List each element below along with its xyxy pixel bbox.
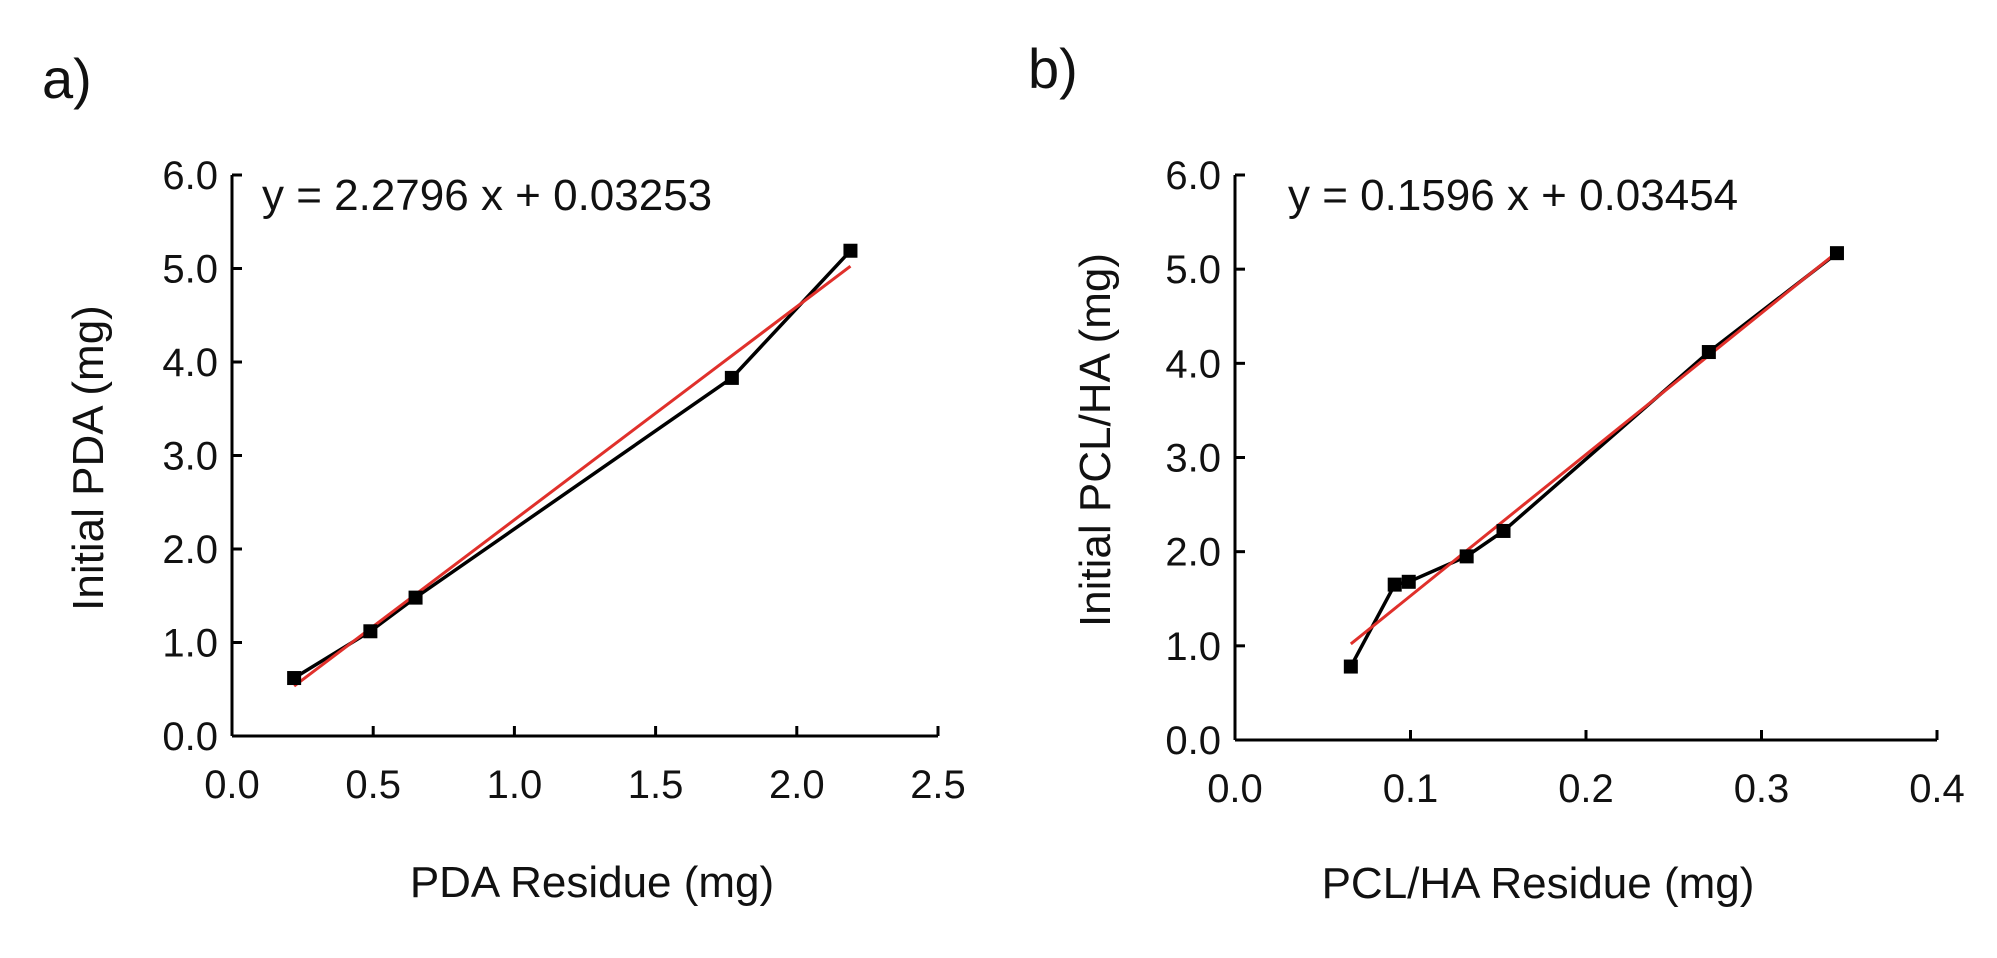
panel-a-x-tick-label: 2.5 <box>910 763 966 807</box>
panel-a-x-tick-label: 1.5 <box>628 763 684 807</box>
panel-a-y-axis-title: Initial PDA (mg) <box>64 305 113 611</box>
panel-a-x-tick-label: 0.0 <box>204 763 260 807</box>
panel-b-y-axis-title: Initial PCL/HA (mg) <box>1071 253 1120 627</box>
panel-a-y-tick-label: 1.0 <box>162 622 218 666</box>
panel-a-ticks: 0.0 0.5 1.0 1.5 2.0 2.5 0.0 1.0 2.0 3.0 4.0 5.0 6.0 <box>162 154 965 807</box>
panel-a-plot <box>287 243 858 688</box>
panel-a-x-tick-label: 0.5 <box>345 763 401 807</box>
panel-b-x-tick-label: 0.4 <box>1909 767 1965 811</box>
panel-b-data-point <box>1701 345 1716 360</box>
panel-b-axes <box>1233 175 1937 742</box>
panel-b-y-tick-label: 4.0 <box>1165 342 1221 386</box>
panel-b-y-tick-label: 6.0 <box>1165 154 1221 198</box>
panel-b-data-line <box>1349 251 1839 668</box>
panel-a-y-tick-label: 6.0 <box>162 154 218 198</box>
panel-b-x-tick-label: 0.0 <box>1207 767 1263 811</box>
panel-b-y-tick-label: 1.0 <box>1165 625 1221 669</box>
panel-a-data-point <box>843 243 858 258</box>
panel-b-data-point <box>1401 574 1416 589</box>
panel-b-fit-line <box>1349 251 1838 646</box>
panel-a-data-point <box>724 370 739 385</box>
panel-a-x-axis-title: PDA Residue (mg) <box>410 858 774 907</box>
panel-b-data-point <box>1496 523 1511 538</box>
panel-a-data-point <box>287 671 302 686</box>
panel-a-label: a) <box>42 47 92 110</box>
panel-b-plot <box>1343 246 1844 674</box>
panel-a-y-tick-label: 3.0 <box>162 435 218 479</box>
panel-b-ticks: 0.0 0.1 0.2 0.3 0.4 0.0 1.0 2.0 3.0 4.0 5.0 6.0 <box>1165 154 1964 811</box>
panel-a-x-tick-label: 2.0 <box>769 763 825 807</box>
panel-b: b) y = 0.1596 x + 0.03454 0.0 0.1 0.2 0.3 0.… <box>1028 37 1965 908</box>
panel-b-data-point <box>1459 549 1474 564</box>
panel-b-equation: y = 0.1596 x + 0.03454 <box>1288 171 1738 220</box>
panel-a-data-point <box>363 624 378 639</box>
panel-a-equation: y = 2.2796 x + 0.03253 <box>262 171 712 220</box>
panel-a-x-tick-label: 1.0 <box>487 763 543 807</box>
panel-a-axes <box>230 175 938 738</box>
panel-a-data-line <box>293 249 852 680</box>
panel-a-y-tick-label: 4.0 <box>162 341 218 385</box>
panel-a-y-tick-label: 2.0 <box>162 528 218 572</box>
panel-b-x-tick-label: 0.2 <box>1558 767 1614 811</box>
panel-a-fit-line <box>293 264 852 688</box>
panel-b-x-tick-label: 0.3 <box>1734 767 1790 811</box>
panel-a: a) y = 2.2796 x + 0.03253 0.0 0.5 1.0 1.5 2.… <box>42 47 966 907</box>
panel-b-y-tick-label: 0.0 <box>1165 719 1221 763</box>
panel-b-y-tick-label: 3.0 <box>1165 437 1221 481</box>
panel-b-data-point <box>1829 246 1844 261</box>
panel-b-y-tick-label: 5.0 <box>1165 248 1221 292</box>
panel-b-x-tick-label: 0.1 <box>1383 767 1439 811</box>
panel-b-label: b) <box>1028 37 1078 100</box>
panel-b-y-tick-label: 2.0 <box>1165 531 1221 575</box>
panel-a-y-tick-label: 0.0 <box>162 715 218 759</box>
panel-b-data-point <box>1387 577 1402 592</box>
panel-a-y-tick-label: 5.0 <box>162 248 218 292</box>
panel-b-x-axis-title: PCL/HA Residue (mg) <box>1322 859 1755 908</box>
panel-a-data-point <box>408 590 423 605</box>
panel-b-data-point <box>1343 659 1358 674</box>
